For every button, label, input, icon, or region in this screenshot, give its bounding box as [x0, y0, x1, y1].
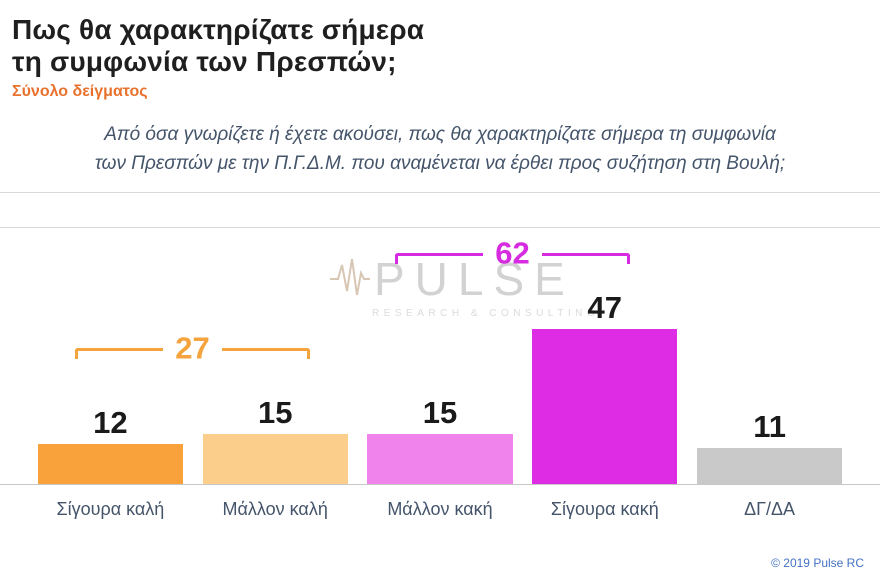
bar-value-label: 15	[422, 395, 458, 431]
category-label-cell: Μάλλον κακή	[358, 497, 523, 521]
category-label: Μάλλον καλή	[222, 499, 328, 520]
copyright-text: © 2019 Pulse RC	[771, 556, 864, 570]
bars-row: 12 15 15 47 11	[0, 228, 880, 485]
category-label: Σίγουρα καλή	[56, 499, 165, 520]
sum-bracket-good: 27	[75, 333, 311, 379]
bracket-segment	[75, 348, 164, 360]
survey-question: Από όσα γνωρίζετε ή έχετε ακούσει, πως θ…	[0, 121, 880, 178]
bar-column: 11	[687, 409, 852, 485]
category-label-cell: Σίγουρα καλή	[28, 497, 193, 521]
category-axis: Σίγουρα καλή Μάλλον καλή Μάλλον κακή Σίγ…	[0, 497, 880, 521]
sum-bracket-bad: 62	[395, 238, 631, 284]
category-label: ΔΓ/ΔΑ	[744, 499, 796, 520]
category-label-cell: Σίγουρα κακή	[522, 497, 687, 521]
bar-column: 15	[358, 395, 523, 485]
bracket-sum-label: 62	[495, 235, 530, 271]
bar-mallon-kali	[202, 434, 348, 485]
bar-sigoura-kaki	[532, 329, 678, 485]
category-label: Μάλλον κακή	[387, 499, 493, 520]
pulse-waveform-icon	[330, 255, 370, 304]
bracket-segment	[395, 253, 484, 265]
bar-value-label: 11	[753, 409, 786, 445]
bar-column: 15	[193, 395, 358, 485]
survey-question-line-2: των Πρεσπών με την Π.Γ.Δ.Μ. που αναμένετ…	[94, 152, 786, 174]
watermark-tagline: RESEARCH & CONSULTING	[372, 308, 600, 320]
bar-value-label: 15	[257, 395, 293, 431]
page-title-line-2: τη συμφωνία των Πρεσπών;	[12, 46, 397, 78]
survey-question-line-1: Από όσα γνωρίζετε ή έχετε ακούσει, πως θ…	[104, 124, 776, 146]
bar-value-label: 12	[93, 405, 128, 441]
category-label: Σίγουρα κακή	[550, 499, 659, 520]
bar-column: 12	[28, 405, 193, 485]
category-label-cell: Μάλλον καλή	[193, 497, 358, 521]
divider-line	[0, 192, 880, 194]
bracket-sum-label: 27	[175, 330, 210, 366]
watermark-brand-text: PULSE	[374, 253, 575, 306]
sample-subtitle: Σύνολο δείγματος	[12, 83, 148, 101]
bracket-segment	[221, 348, 311, 360]
bar-sigoura-kali	[37, 444, 183, 485]
bar-dg-da	[697, 448, 843, 485]
plot-area: PULSE RESEARCH & CONSULTING 12 15 15 47	[0, 227, 880, 486]
bar-mallon-kaki	[367, 434, 513, 485]
category-label-cell: ΔΓ/ΔΑ	[687, 497, 852, 521]
bar-value-label: 47	[587, 290, 623, 326]
header: Πως θα χαρακτηρίζατε σήμερα τη συμφωνία …	[0, 0, 880, 101]
bracket-segment	[541, 253, 631, 265]
pulse-watermark-logo: PULSE RESEARCH & CONSULTING	[330, 252, 599, 319]
page-title-line-1: Πως θα χαρακτηρίζατε σήμερα	[12, 14, 425, 45]
bar-column: 47	[522, 290, 687, 485]
